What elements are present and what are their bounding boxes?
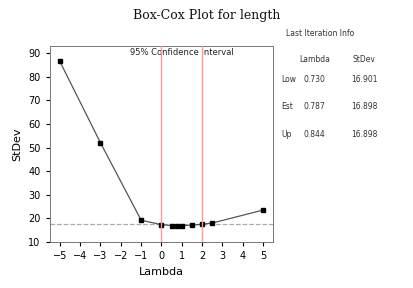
Text: Est: Est <box>281 102 293 111</box>
X-axis label: Lambda: Lambda <box>139 266 183 276</box>
Text: Low: Low <box>281 75 296 84</box>
Text: Up: Up <box>281 130 291 139</box>
Text: 16.898: 16.898 <box>350 130 377 139</box>
Text: Last Iteration Info: Last Iteration Info <box>285 29 353 38</box>
Text: 95% Confidence Interval: 95% Confidence Interval <box>130 48 233 57</box>
Text: 16.901: 16.901 <box>350 75 377 84</box>
Text: Box-Cox Plot for length: Box-Cox Plot for length <box>133 9 280 22</box>
Text: StDev: StDev <box>352 55 375 64</box>
Text: Lambda: Lambda <box>299 55 329 64</box>
Text: 0.730: 0.730 <box>303 75 325 84</box>
Y-axis label: StDev: StDev <box>13 127 23 161</box>
Text: 0.787: 0.787 <box>303 102 325 111</box>
Text: 16.898: 16.898 <box>350 102 377 111</box>
Text: 0.844: 0.844 <box>303 130 325 139</box>
